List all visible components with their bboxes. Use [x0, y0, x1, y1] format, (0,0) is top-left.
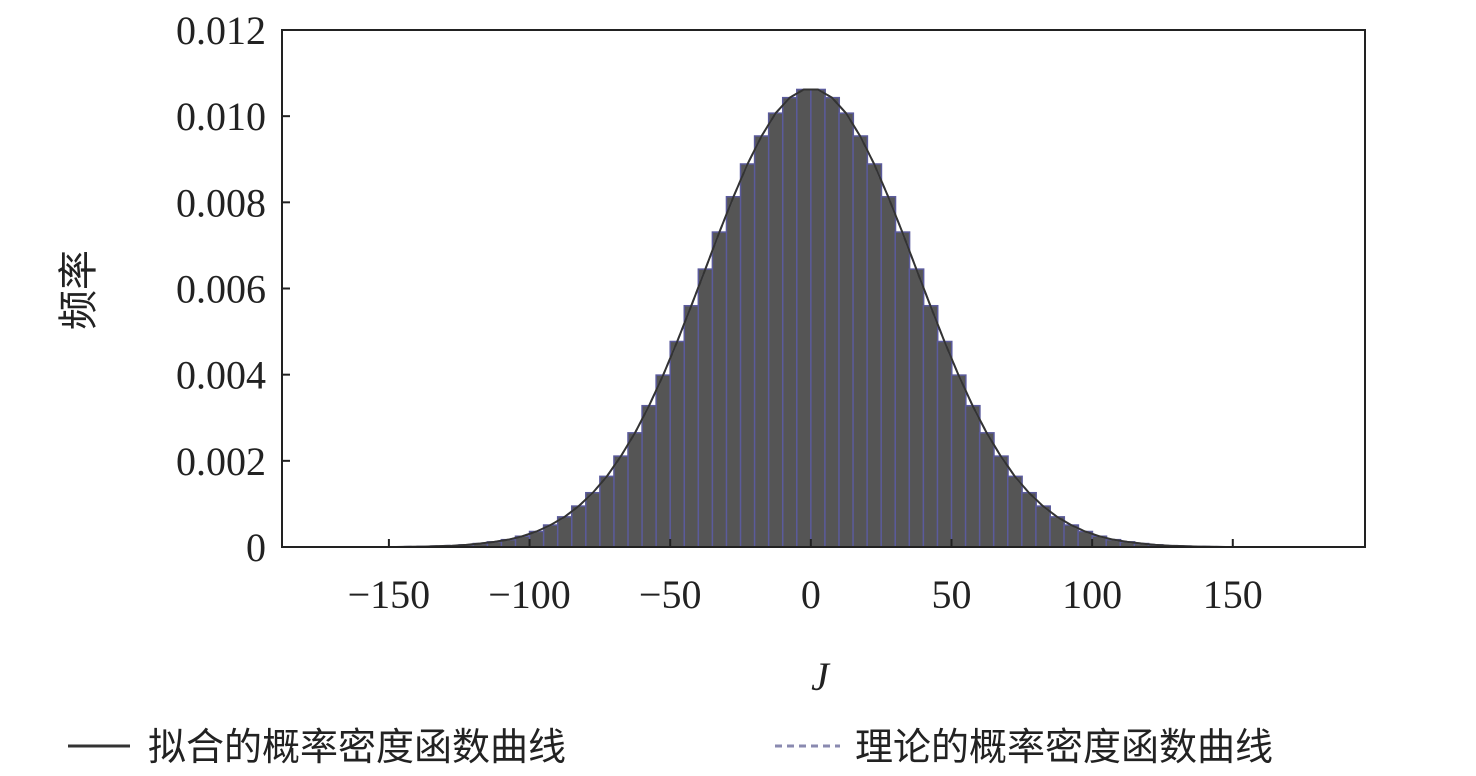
- x-tick-label: 50: [931, 572, 971, 617]
- y-tick-label: 0.002: [176, 439, 266, 484]
- x-axis-label: J: [811, 654, 831, 699]
- legend: 拟合的概率密度函数曲线 理论的概率密度函数曲线: [68, 725, 1273, 769]
- y-tick-label: 0.008: [176, 180, 266, 225]
- histogram-bar: [767, 112, 784, 548]
- histogram-bar: [838, 112, 855, 548]
- histogram-bar: [753, 135, 770, 548]
- y-tick-label: 0.004: [176, 353, 266, 398]
- fitted-pdf-curve: [325, 88, 1297, 548]
- histogram-bar: [894, 231, 911, 548]
- histogram-bar: [570, 505, 587, 548]
- legend-theoretical-label: 理论的概率密度函数曲线: [855, 725, 1273, 769]
- x-tick-label: −100: [488, 572, 571, 617]
- x-tick-label: −50: [639, 572, 702, 617]
- histogram-bar: [936, 340, 953, 548]
- x-tick-label: −150: [348, 572, 431, 617]
- y-tick-label: 0.012: [176, 8, 266, 53]
- histogram-bar: [781, 96, 798, 548]
- histogram-bars: [402, 88, 1220, 548]
- histogram-bar: [978, 432, 995, 548]
- histogram-bar: [908, 268, 925, 548]
- histogram-bar: [824, 96, 841, 548]
- histogram-bar: [697, 268, 714, 548]
- histogram-bar: [725, 195, 742, 548]
- histogram-bar: [627, 432, 644, 548]
- y-tick-label: 0.010: [176, 94, 266, 139]
- histogram-bar: [669, 340, 686, 548]
- histogram-bar: [880, 195, 897, 548]
- pdf-curves: [325, 88, 1297, 548]
- histogram-bar: [950, 374, 967, 548]
- histogram-bar: [866, 163, 883, 548]
- legend-fitted-label: 拟合的概率密度函数曲线: [148, 725, 566, 769]
- histogram-bar: [599, 475, 615, 548]
- histogram-bar: [1021, 491, 1037, 548]
- x-tick-label: 100: [1062, 572, 1122, 617]
- histogram-bar: [922, 304, 939, 548]
- histogram-bar: [1035, 505, 1051, 548]
- histogram-bar: [1049, 516, 1066, 548]
- histogram-bar: [613, 455, 630, 548]
- histogram-bar: [711, 231, 728, 548]
- x-axis-ticks: −150 −100 −50 0 50 100 150: [348, 539, 1263, 617]
- histogram-bar: [992, 455, 1009, 548]
- histogram-bar: [556, 516, 573, 548]
- histogram-bar: [964, 404, 981, 548]
- y-axis-label: 频率: [56, 250, 102, 330]
- histogram-bar: [585, 491, 601, 548]
- histogram-bar: [641, 404, 658, 548]
- histogram-bar: [739, 163, 756, 548]
- y-tick-label: 0.006: [176, 267, 266, 312]
- histogram-bar: [810, 88, 826, 548]
- x-tick-label: 0: [801, 572, 821, 617]
- histogram-bar: [683, 304, 700, 548]
- histogram-bar: [852, 135, 869, 548]
- histogram-bar: [796, 88, 812, 548]
- y-tick-label: 0: [246, 525, 266, 570]
- x-tick-label: 150: [1203, 572, 1263, 617]
- y-axis-ticks: 0 0.002 0.004 0.006 0.008 0.010 0.012: [176, 8, 290, 570]
- histogram-bar: [1007, 475, 1023, 548]
- histogram-bar: [655, 374, 672, 548]
